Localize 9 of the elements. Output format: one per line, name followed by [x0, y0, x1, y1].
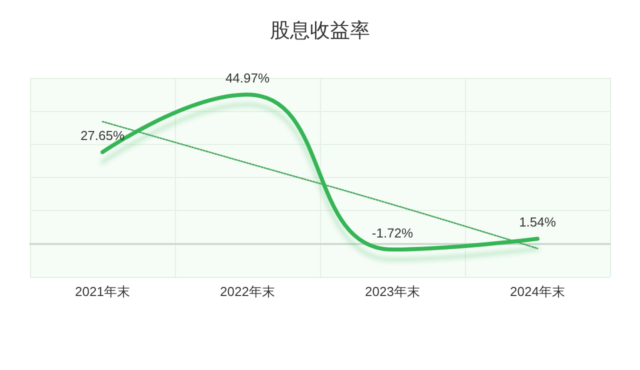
data-label: 1.54% [519, 214, 556, 230]
data-label: 44.97% [225, 70, 270, 86]
x-tick-label: 2024年末 [510, 284, 565, 299]
data-label: -1.72% [372, 226, 414, 241]
chart-title: 股息收益率 [270, 20, 370, 42]
x-tick-label: 2023年末 [365, 284, 420, 299]
data-label: 27.65% [80, 128, 125, 144]
x-tick-label: 2022年末 [220, 284, 275, 299]
x-tick-label: 2021年末 [75, 284, 130, 299]
